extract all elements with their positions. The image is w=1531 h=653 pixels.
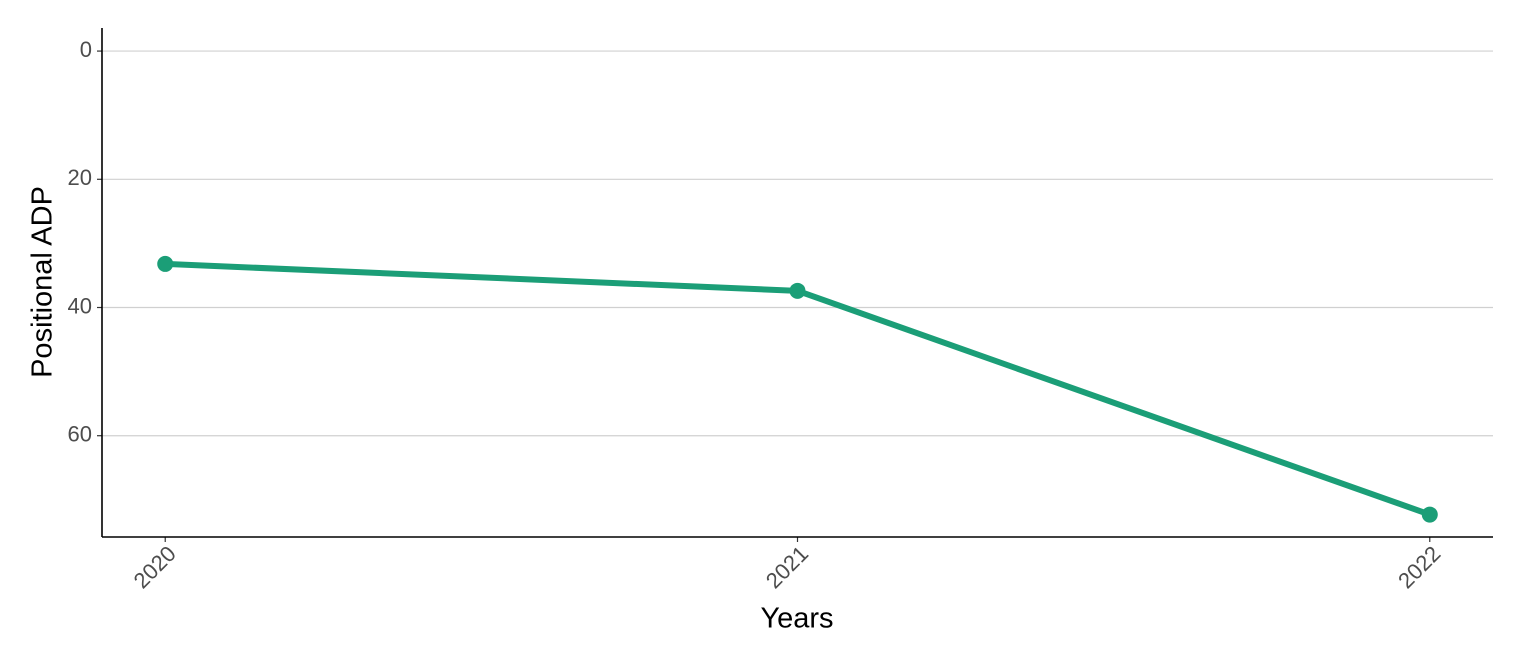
y-axis-title: Positional ADP <box>27 186 59 378</box>
y-tick-label: 40 <box>68 293 92 318</box>
data-point <box>1421 506 1438 523</box>
y-tick-label: 0 <box>80 37 92 62</box>
x-tick-label: 2021 <box>761 541 813 593</box>
y-tick-label: 20 <box>68 165 92 190</box>
data-point <box>789 282 806 299</box>
x-axis-title: Years <box>760 603 833 635</box>
x-tick-label: 2022 <box>1393 541 1445 593</box>
data-line <box>165 260 1431 518</box>
data-point <box>157 255 174 272</box>
x-tick-label: 2020 <box>129 541 181 593</box>
y-tick-label: 60 <box>68 422 92 447</box>
